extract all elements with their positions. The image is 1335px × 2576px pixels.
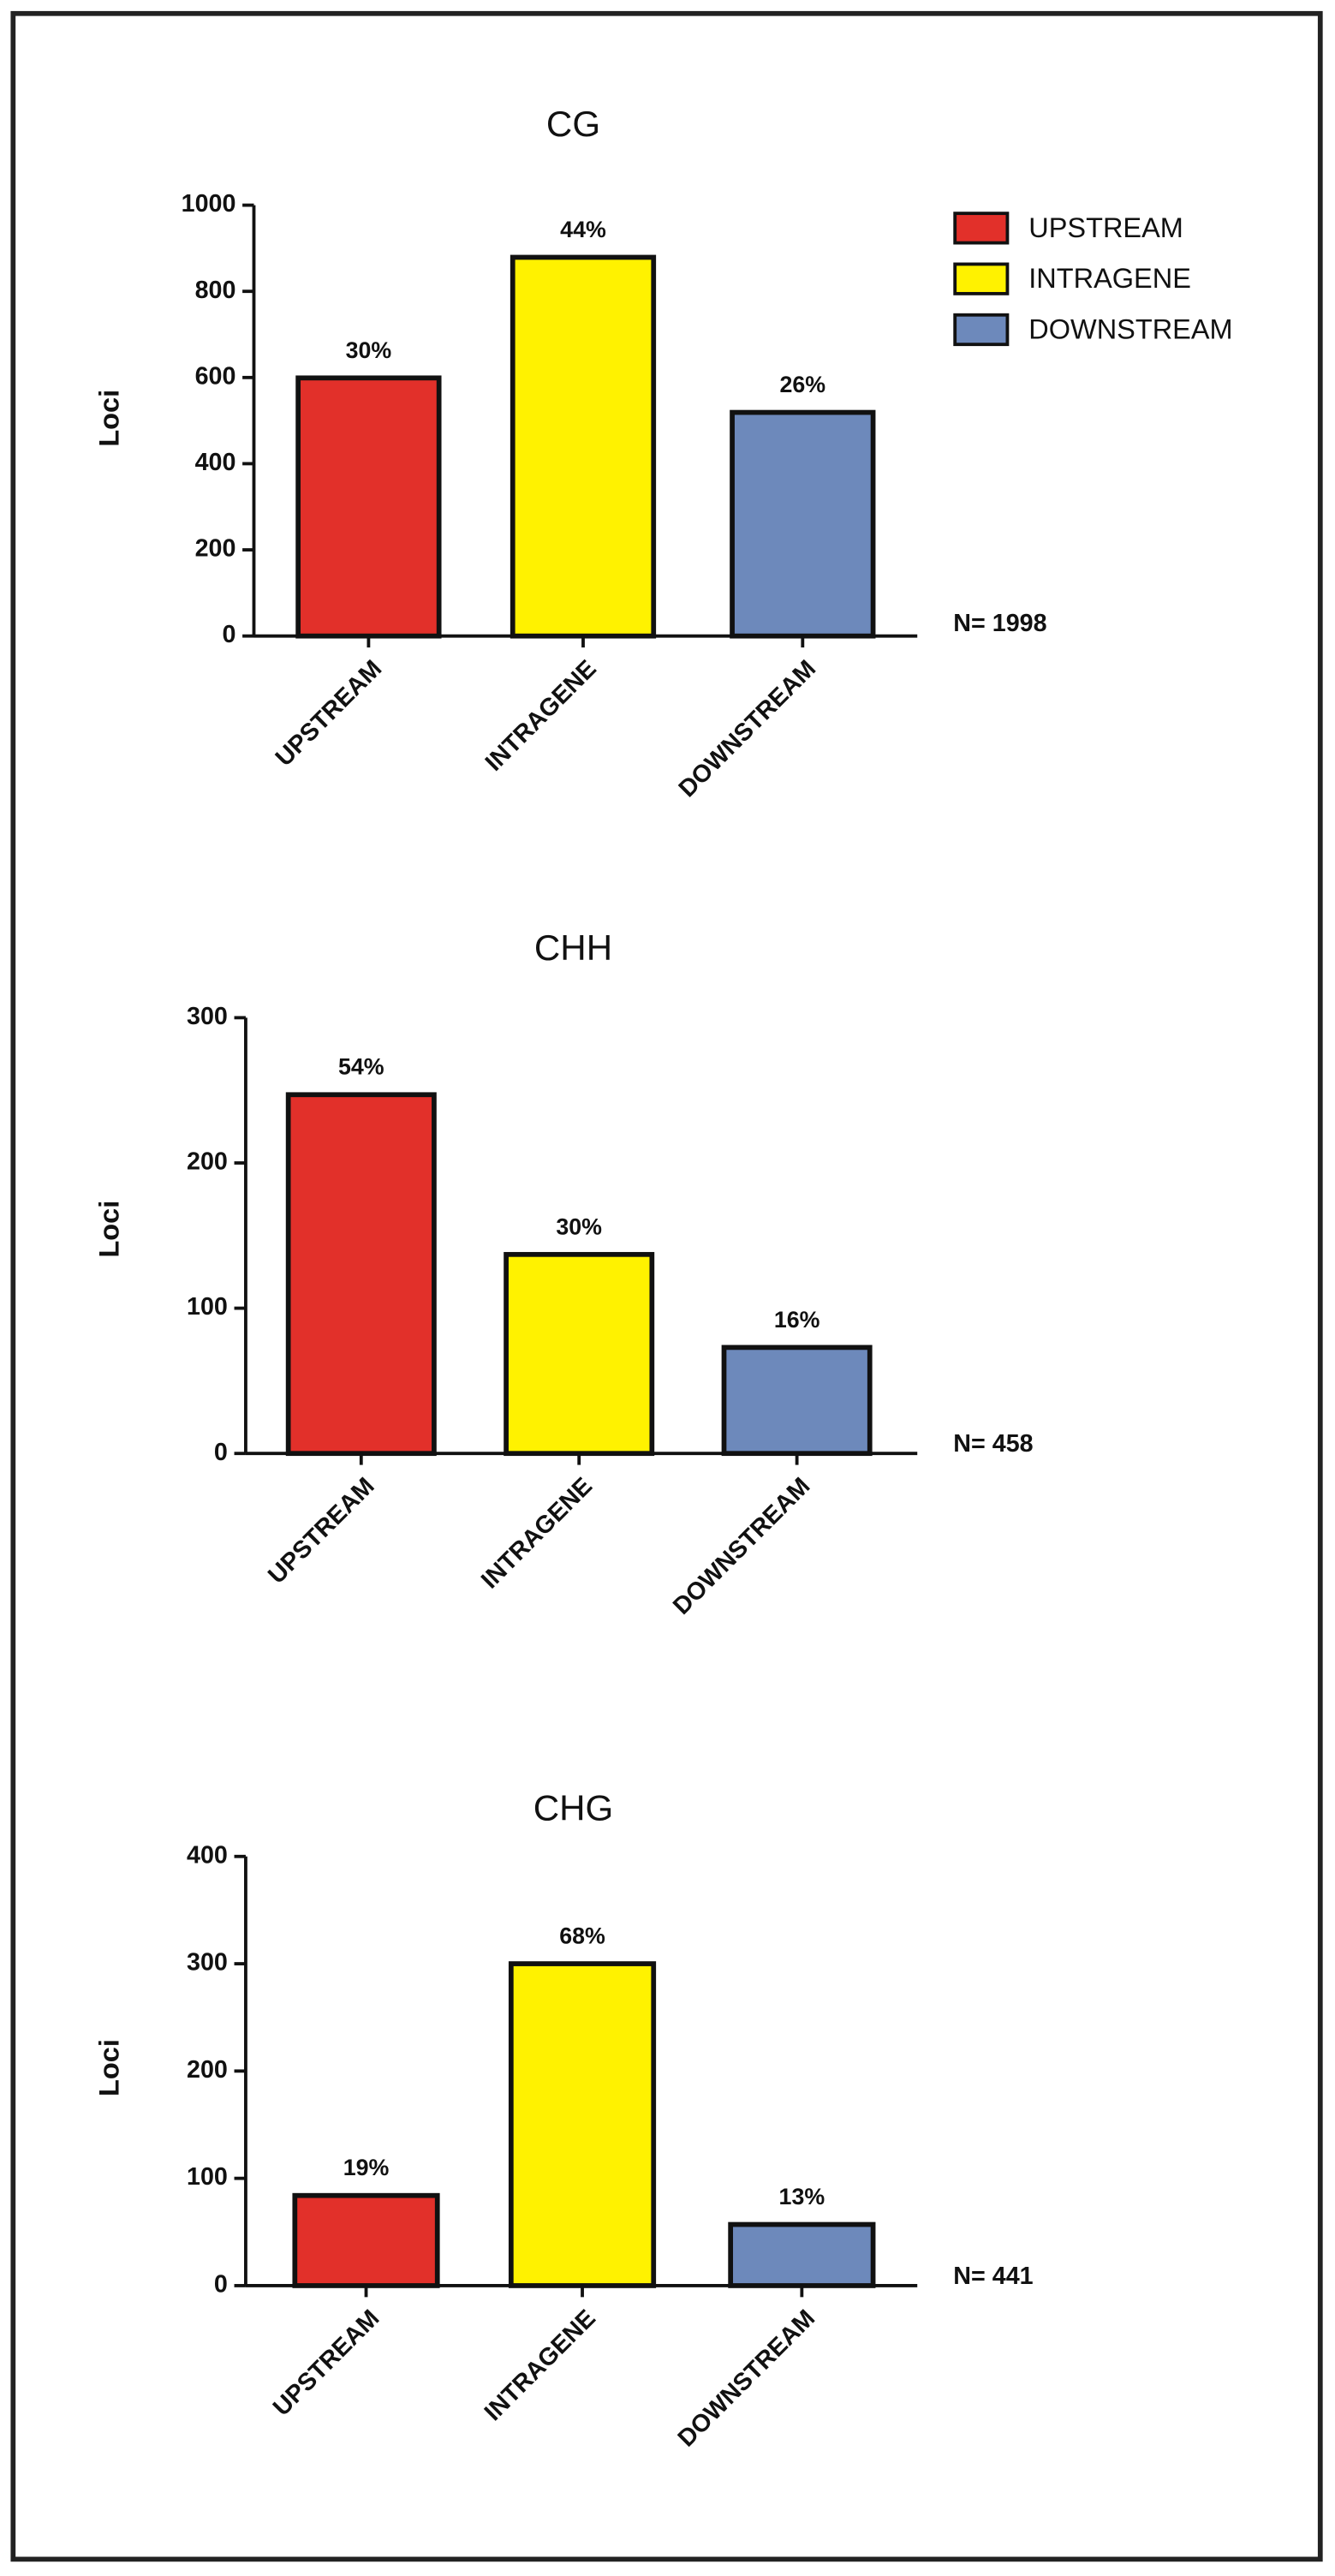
frame	[10, 10, 1323, 2562]
chart-title: CHH	[534, 927, 612, 968]
bar-label: 16%	[774, 1307, 820, 1333]
bar	[721, 1345, 873, 1457]
y-axis-label: Loci	[94, 390, 125, 447]
bar	[730, 409, 876, 639]
legend-swatch	[953, 313, 1010, 347]
bar	[508, 1961, 657, 2288]
chart-title: CG	[546, 104, 600, 144]
legend-label: UPSTREAM	[1028, 212, 1183, 243]
bar-label: 44%	[560, 217, 606, 242]
bar-label: 68%	[559, 1923, 605, 1949]
y-tick-label: 0	[214, 2271, 228, 2299]
y-tick-label: 400	[195, 449, 236, 476]
bar-label: 30%	[346, 337, 392, 363]
legend-swatch	[953, 262, 1010, 295]
y-tick-label: 800	[195, 277, 236, 304]
y-tick-label: 300	[187, 1949, 228, 1977]
bar	[728, 2221, 876, 2288]
n-note: N= 458	[953, 1430, 1033, 1458]
n-note: N= 1998	[953, 610, 1046, 637]
y-axis-label: Loci	[94, 1201, 125, 1258]
chart-title: CHG	[533, 1787, 614, 1828]
bar	[504, 1251, 655, 1457]
y-tick-label: 200	[187, 2056, 228, 2084]
y-tick-label: 0	[222, 621, 235, 648]
y-tick-label: 200	[195, 535, 236, 563]
y-axis-label: Loci	[94, 2039, 125, 2096]
n-note: N= 441	[953, 2263, 1033, 2290]
bar	[510, 254, 657, 639]
y-tick-label: 300	[187, 1003, 228, 1030]
y-tick-label: 100	[187, 1293, 228, 1321]
bar-label: 26%	[780, 372, 826, 397]
bar-label: 54%	[338, 1054, 384, 1080]
bar-label: 19%	[343, 2155, 390, 2180]
y-tick-label: 100	[187, 2163, 228, 2191]
legend-swatch	[953, 212, 1010, 245]
bar	[295, 375, 442, 639]
y-tick-label: 1000	[182, 190, 236, 218]
bar-label: 13%	[779, 2184, 825, 2209]
bar	[292, 2192, 440, 2288]
y-tick-label: 400	[187, 1841, 228, 1869]
y-tick-label: 600	[195, 362, 236, 390]
y-tick-label: 200	[187, 1148, 228, 1176]
legend-label: INTRAGENE	[1028, 263, 1191, 294]
y-tick-label: 0	[214, 1439, 228, 1466]
legend-label: DOWNSTREAM	[1028, 313, 1232, 344]
bar-label: 30%	[556, 1213, 602, 1239]
bar	[285, 1092, 437, 1457]
